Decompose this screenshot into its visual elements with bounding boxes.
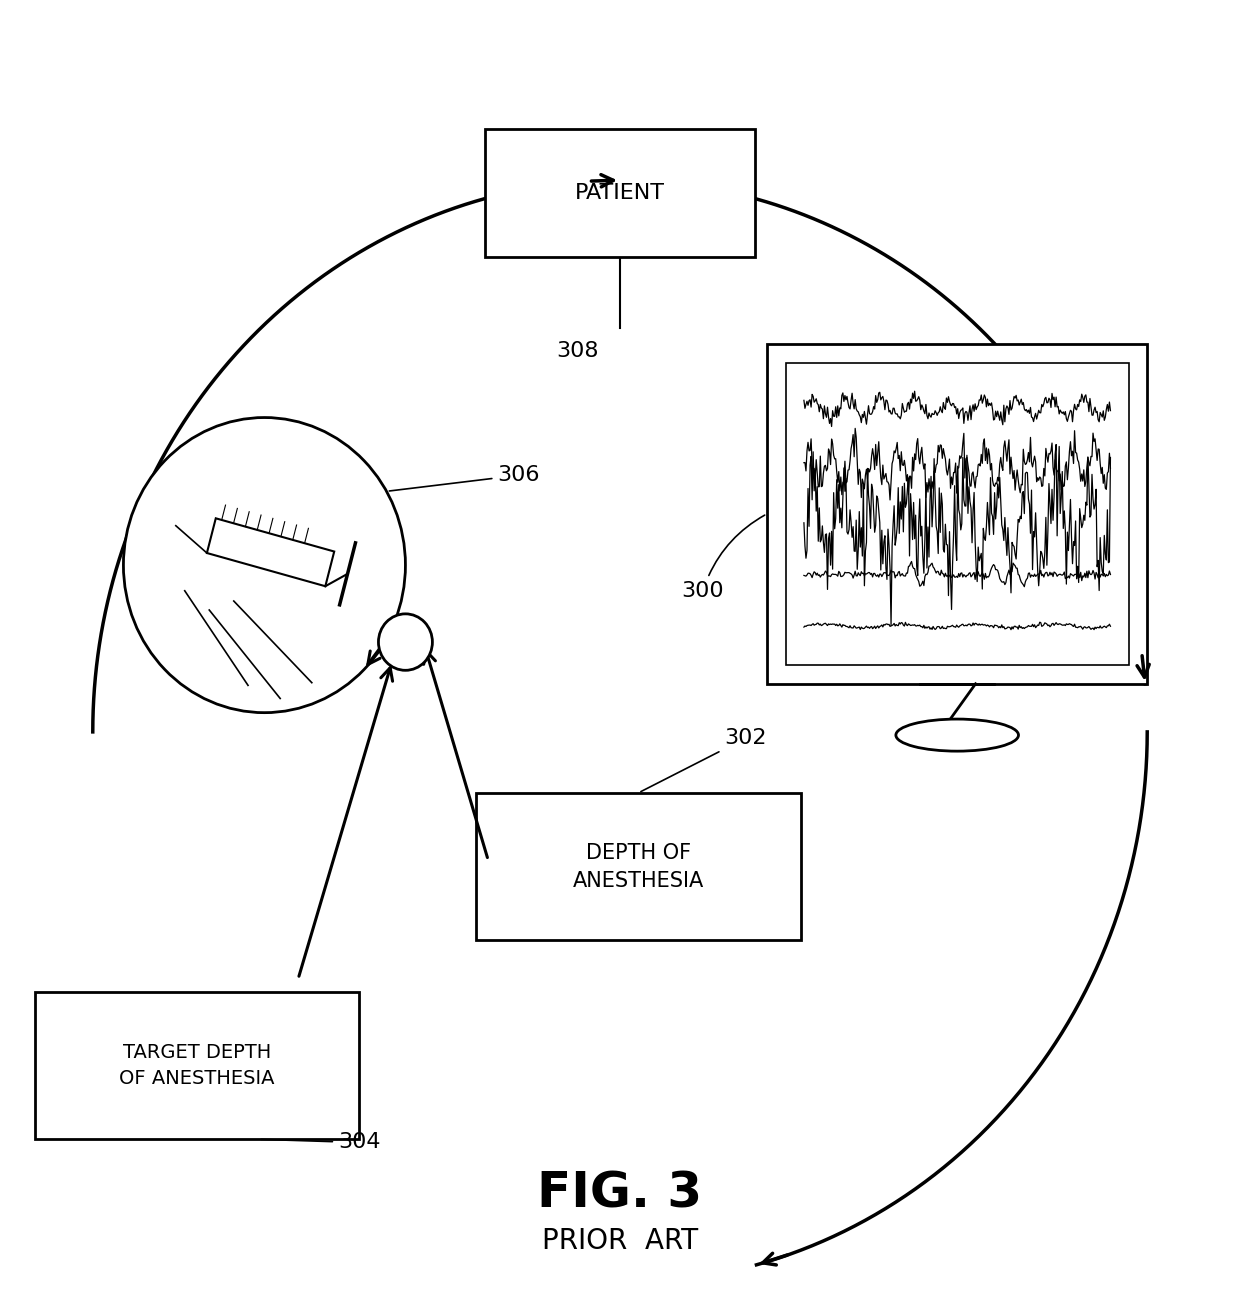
Text: PATIENT: PATIENT [575,183,665,204]
Text: 300: 300 [682,515,765,601]
FancyBboxPatch shape [768,344,1147,684]
Ellipse shape [895,719,1018,751]
FancyBboxPatch shape [785,363,1128,664]
Text: 308: 308 [556,341,599,361]
Circle shape [378,613,433,671]
Text: 306: 306 [389,466,539,492]
Circle shape [124,418,405,712]
Polygon shape [207,519,335,586]
FancyBboxPatch shape [476,792,801,940]
FancyBboxPatch shape [485,128,755,257]
Text: DEPTH OF
ANESTHESIA: DEPTH OF ANESTHESIA [573,843,704,891]
Text: TARGET DEPTH
OF ANESTHESIA: TARGET DEPTH OF ANESTHESIA [119,1043,275,1088]
FancyBboxPatch shape [35,992,360,1139]
Text: FIG. 3: FIG. 3 [537,1170,703,1218]
Text: 304: 304 [262,1132,381,1153]
Text: PRIOR  ART: PRIOR ART [542,1227,698,1255]
Text: 302: 302 [641,729,766,791]
